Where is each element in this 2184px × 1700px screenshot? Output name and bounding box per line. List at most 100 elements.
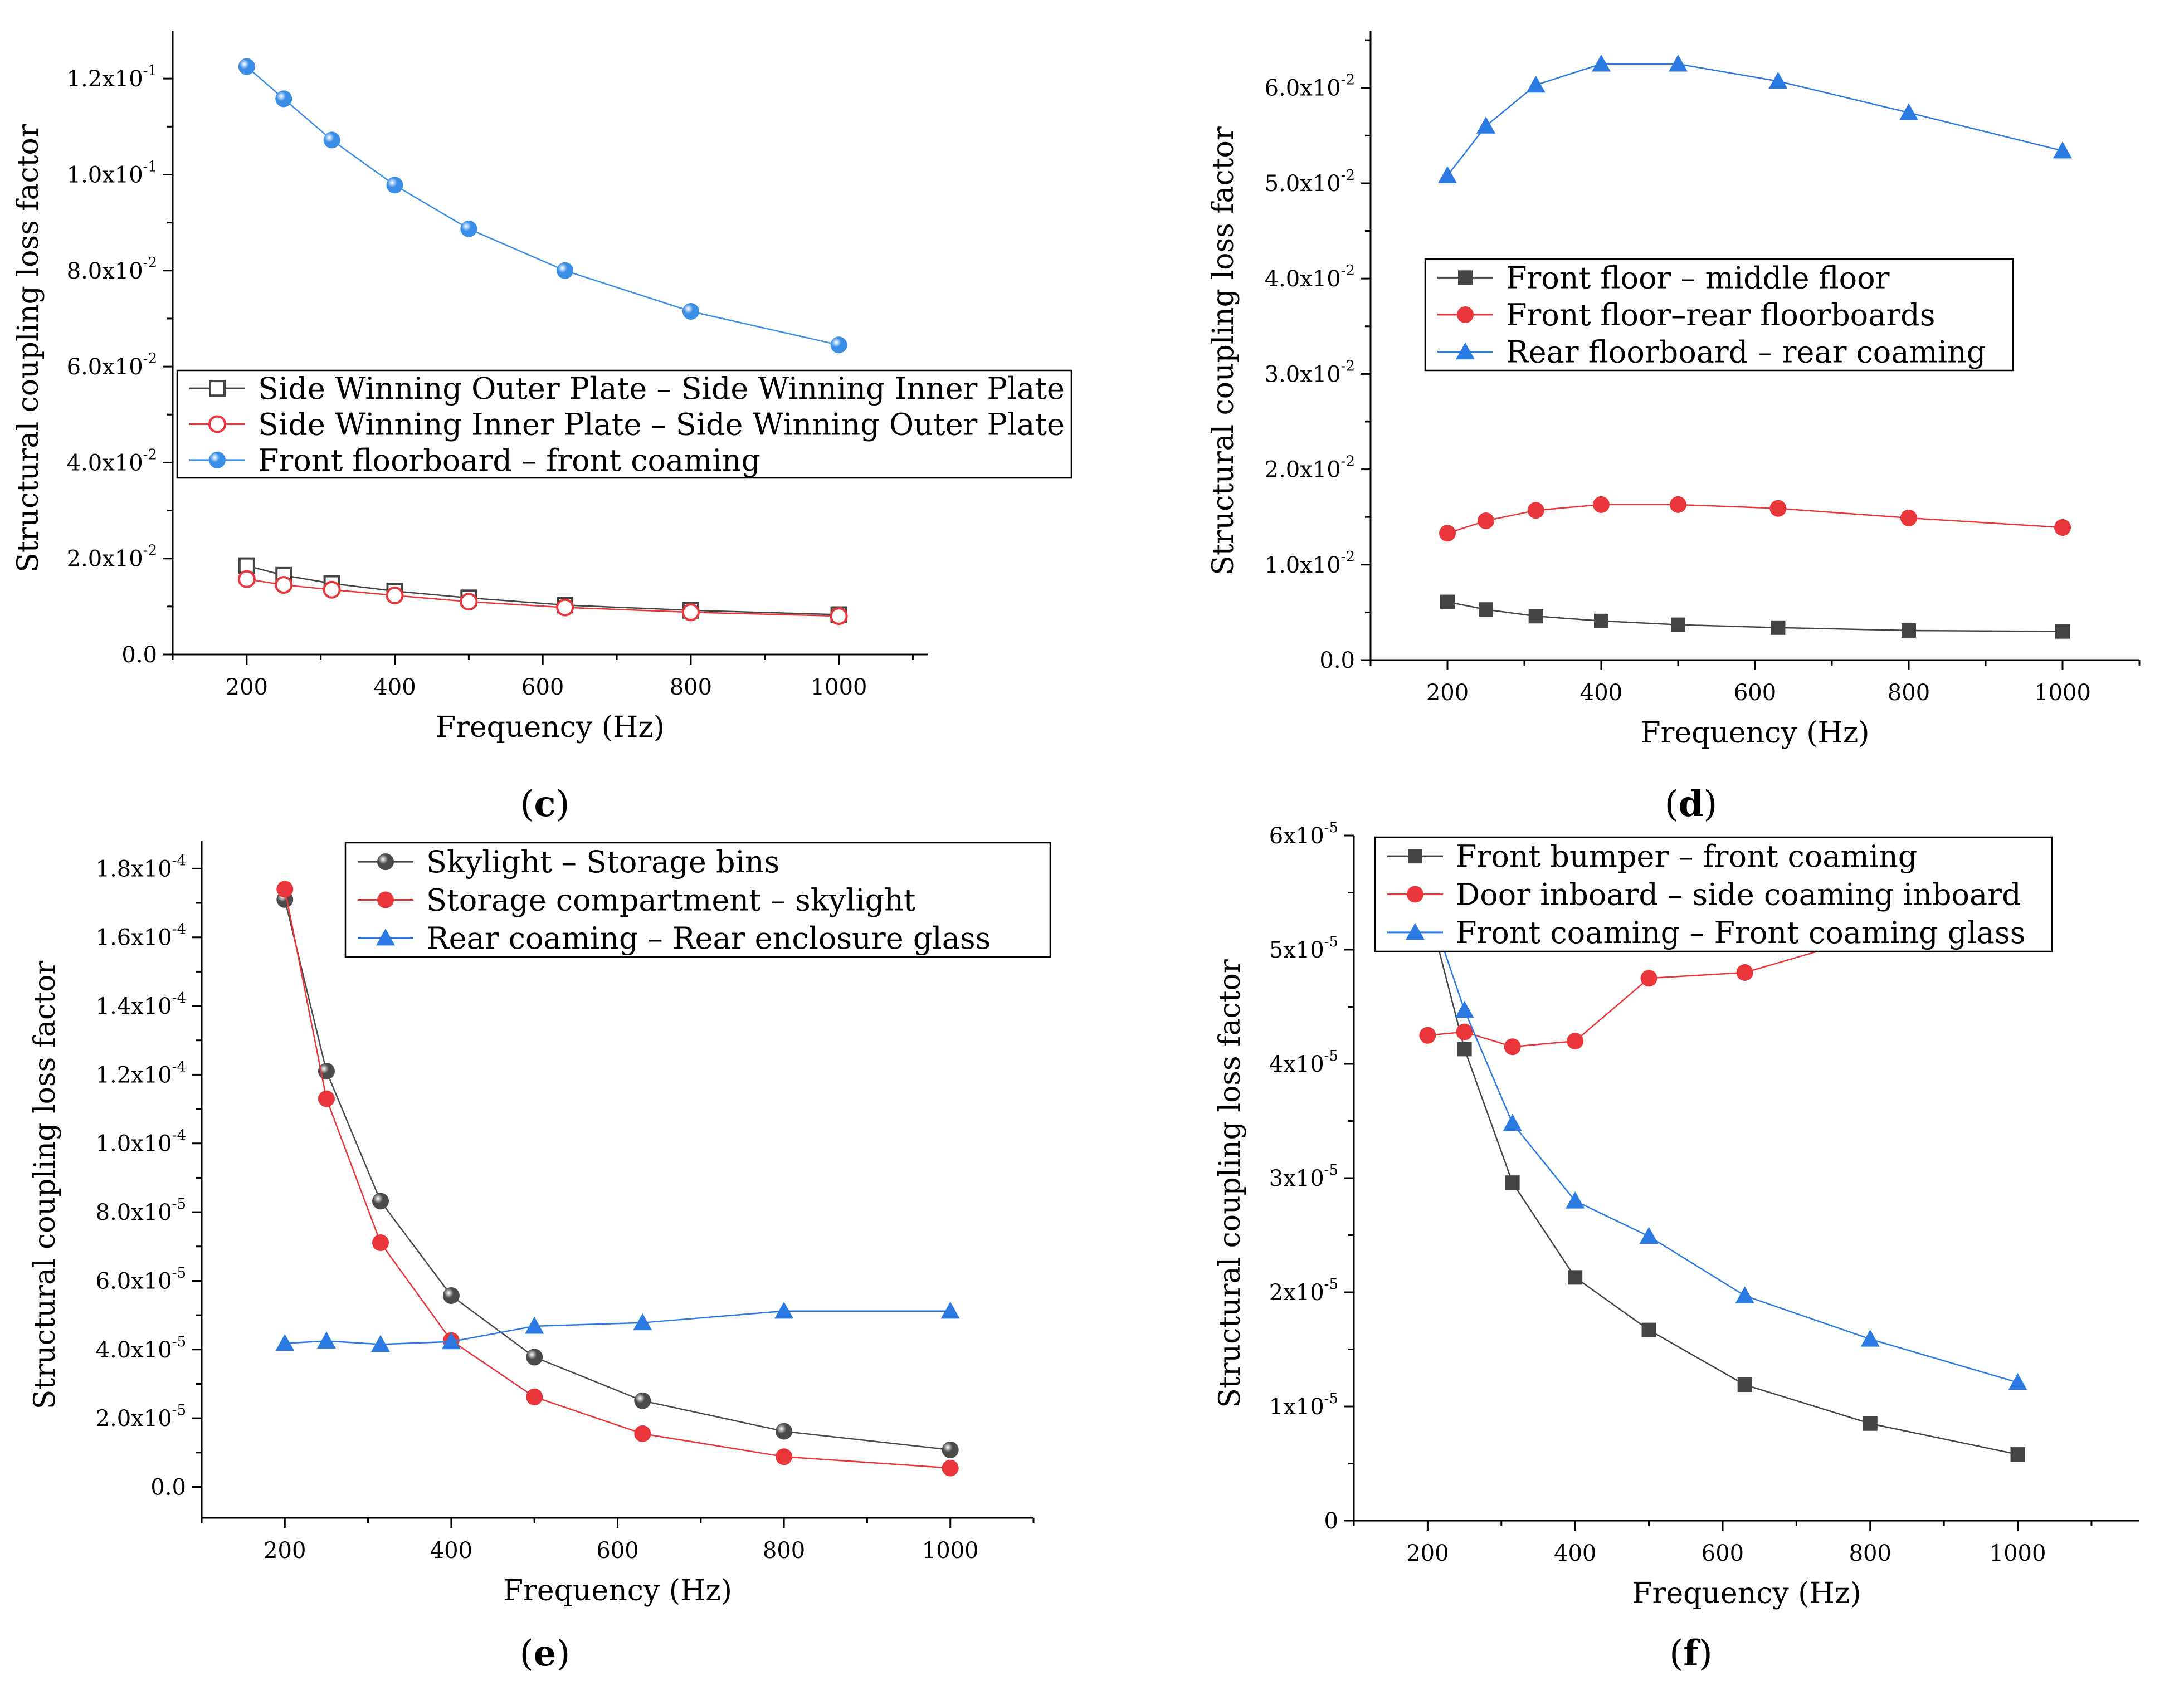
caption-open: ( [520,1633,534,1674]
data-point [275,90,292,108]
y-tick-label: 1x10-5 [1269,1390,1338,1420]
data-point [460,220,477,237]
caption-letter: c [534,783,556,825]
legend-marker [1458,270,1473,285]
data-point [633,1313,652,1331]
data-point [1592,54,1611,72]
panel-e: 200 400 600 800 10000.02.0x10-54.0x10-56.0x1… [28,841,1051,1674]
legend-label: Front bumper – front coaming [1456,839,1917,874]
y-tick-label: 1.4x10-4 [96,990,186,1019]
y-tick-label: 6.0x10-2 [1265,72,1355,101]
y-tick-base: 6.0x10 [1265,76,1341,101]
y-tick-exponent: -2 [1341,453,1355,470]
x-tick-label: 200 [264,1538,306,1564]
y-tick-exponent: -2 [143,543,157,559]
legend-box [176,369,1072,479]
data-point [526,1349,543,1366]
series-line [246,66,839,346]
y-tick-base: 6x10 [1269,823,1324,849]
y-tick-label: 4.0x10-2 [67,446,157,476]
x-tick-label: 600 [1702,1541,1744,1566]
data-point [556,598,574,617]
y-tick-base: 8.0x10 [96,1200,172,1225]
data-point [323,131,340,149]
data-point [1419,1027,1436,1044]
y-tick-base: 5x10 [1269,937,1324,963]
y-tick-label: 6.0x10-2 [67,350,157,380]
y-tick-label: 2.0x10-5 [96,1402,186,1432]
legend-label: Door inboard – side coaming inboard [1456,877,2021,912]
y-tick-exponent: -2 [1341,549,1355,565]
caption-open: ( [520,784,534,825]
legend-label: Rear coaming – Rear enclosure glass [426,921,991,956]
series-1 [276,891,959,1458]
data-point [1505,1175,1520,1190]
data-point [2008,1372,2027,1390]
data-point [237,570,256,588]
x-tick-label: 400 [430,1538,472,1564]
series-3 [1418,892,2027,1390]
x-tick-label: 400 [1580,680,1622,706]
data-point [372,1193,389,1210]
caption-close: ) [1703,784,1717,825]
legend-label: Front floor – middle floor [1506,260,1890,295]
y-tick-label: 3.0x10-2 [1265,358,1355,387]
y-tick-base: 1.6x10 [96,925,172,951]
data-point [1593,496,1610,513]
panel-caption: (c) [520,783,570,825]
x-tick-label: 400 [1554,1541,1596,1566]
data-point [1526,75,1546,93]
y-tick-label: 2.0x10-2 [1265,453,1355,483]
data-point [1567,1033,1584,1049]
data-point [1457,1042,1472,1057]
x-tick-label: 800 [763,1538,805,1564]
data-point [1478,512,1494,530]
caption-open: ( [1665,784,1679,825]
legend-marker [209,451,226,468]
y-tick-base: 6.0x10 [96,1268,172,1294]
data-point [2054,519,2071,536]
series-line [1427,901,2018,1384]
y-tick-label: 4.0x10-2 [1265,262,1355,292]
x-tick-label: 800 [670,675,712,700]
data-point [1771,620,1786,635]
panel-caption: (f) [1669,1633,1712,1674]
y-tick-label: 8.0x10-2 [67,255,157,284]
y-tick-label: 0.0 [150,1474,186,1500]
data-point [372,1234,389,1251]
y-tick-label: 0.0 [1319,648,1355,673]
x-tick-label: 1000 [2034,680,2091,706]
x-axis-title: Frequency (Hz) [436,711,665,744]
data-point [940,1301,960,1319]
data-point [1456,1023,1473,1040]
x-axis-title: Frequency (Hz) [1632,1577,1861,1610]
x-tick-label: 200 [1406,1541,1449,1566]
legend-label: Rear floorboard – rear coaming [1506,335,1986,370]
series-2 [276,881,959,1477]
data-point [1440,594,1455,609]
caption-close: ) [555,784,569,825]
data-point [1439,525,1456,542]
data-point [2010,1447,2025,1462]
y-tick-label: 1.8x10-4 [96,852,186,882]
data-point [1594,613,1608,628]
y-tick-base: 1.8x10 [96,856,172,882]
y-tick-base: 8.0x10 [67,258,143,284]
x-tick-label: 600 [1734,680,1776,706]
data-point [774,1301,794,1319]
data-point [1568,1270,1583,1285]
x-tick-label: 600 [596,1538,638,1564]
data-point [1527,502,1544,519]
y-tick-exponent: -2 [1341,358,1355,374]
y-tick-exponent: -5 [1324,819,1338,836]
caption-letter: e [534,1633,557,1674]
legend-marker [1406,922,1425,940]
data-point [776,1448,793,1465]
data-point [1476,116,1495,134]
y-tick-label: 2.0x10-2 [67,543,157,572]
y-tick-exponent: -1 [143,62,157,79]
y-tick-base: 4.0x10 [1265,266,1341,292]
series-line [1427,935,2018,1048]
legend-marker [377,891,394,908]
caption-open: ( [1669,1633,1683,1674]
